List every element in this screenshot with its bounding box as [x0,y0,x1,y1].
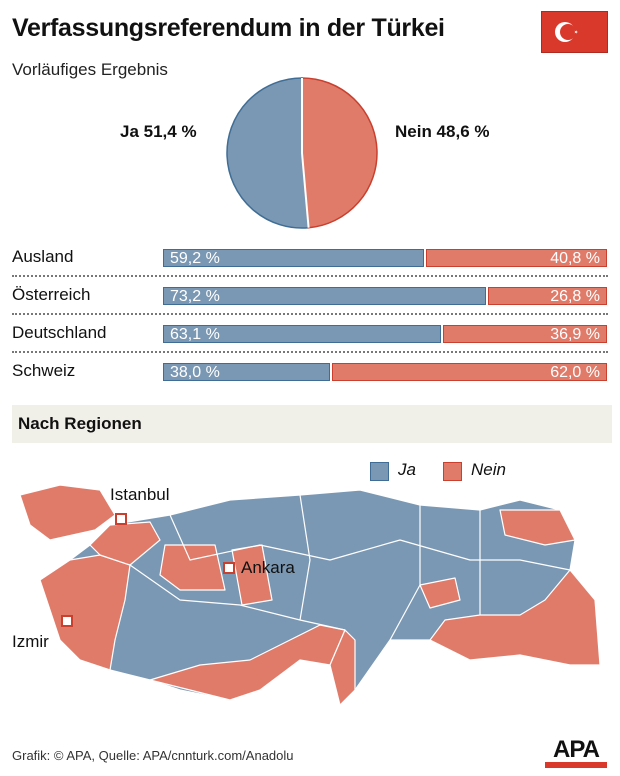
regions-header [12,405,612,443]
legend-nein: Nein [471,460,506,479]
bar-nein-3: 62,0 % [332,363,607,381]
pie-divider [301,78,310,228]
apa-logo: APA [545,738,607,770]
row-divider [12,275,608,277]
istanbul-marker [115,513,127,525]
title: Verfassungsreferendum in der Türkei [12,14,445,42]
pie-label-nein: Nein 48,6 % [395,122,490,141]
bar-label-1: Österreich [12,285,91,304]
bar-nein-1: 26,8 % [488,287,607,305]
bar-ja-2: 63,1 % [163,325,441,343]
bar-label-3: Schweiz [12,361,76,380]
pie-slice-nein [301,77,378,229]
region-west [39,554,131,671]
legend-nein-swatch [443,462,462,481]
row-divider [12,313,608,315]
region-northeast [499,509,576,546]
regions-title: Nach Regionen [18,414,142,433]
bar-ja-0: 59,2 % [163,249,424,267]
region-marmara [89,521,161,566]
bar-label-0: Ausland [12,247,74,266]
ankara-marker [223,562,235,574]
turkey-map [19,484,601,706]
legend-ja: Ja [398,460,416,479]
bar-nein-2: 36,9 % [443,325,607,343]
bar-ja-3: 38,0 % [163,363,330,381]
region-southeast [429,569,601,666]
city-markers [61,513,235,627]
city-ankara: Ankara [241,558,295,577]
source-credit: Grafik: © APA, Quelle: APA/cnnturk.com/A… [12,748,294,763]
turkey-flag-icon [541,11,608,53]
city-izmir: Izmir [12,632,49,651]
row-divider [12,351,608,353]
pie-label-ja: Ja 51,4 % [120,122,197,141]
pie-slice-ja [226,77,310,229]
bar-nein-0: 40,8 % [426,249,607,267]
izmir-marker [61,615,73,627]
bar-ja-1: 73,2 % [163,287,486,305]
bar-label-2: Deutschland [12,323,107,342]
city-istanbul: Istanbul [110,485,170,504]
region-east-mid [419,577,461,609]
legend-ja-swatch [370,462,389,481]
region-hatay [329,629,356,706]
pie-chart [226,77,378,229]
region-thrace [19,484,116,541]
subtitle: Vorläufiges Ergebnis [12,60,168,79]
